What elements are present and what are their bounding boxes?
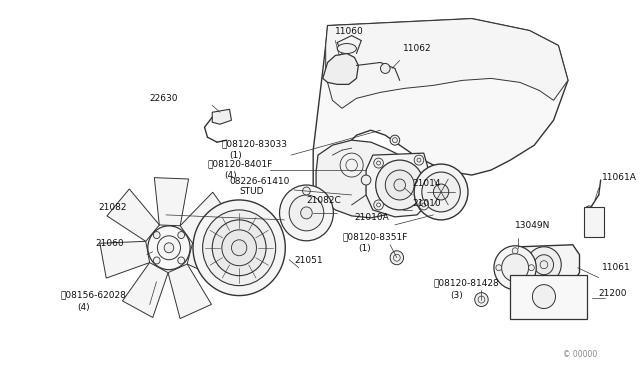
Text: 08226-61410: 08226-61410 (230, 177, 290, 186)
Circle shape (534, 255, 554, 275)
Circle shape (390, 135, 400, 145)
Circle shape (376, 160, 424, 210)
Text: 21060: 21060 (95, 239, 124, 248)
Text: 21051: 21051 (294, 256, 323, 265)
Circle shape (494, 246, 536, 290)
Text: 22630: 22630 (150, 94, 178, 103)
Circle shape (381, 64, 390, 73)
Text: 21014: 21014 (412, 179, 441, 188)
Polygon shape (100, 241, 150, 278)
Circle shape (394, 179, 406, 191)
Text: Ⓑ08120-8351F: Ⓑ08120-8351F (342, 233, 408, 242)
Circle shape (301, 207, 312, 219)
Text: 11061: 11061 (602, 263, 630, 272)
Text: (4): (4) (224, 171, 236, 180)
Ellipse shape (337, 44, 356, 54)
Circle shape (361, 175, 371, 185)
Circle shape (414, 164, 468, 220)
Circle shape (193, 200, 285, 296)
Circle shape (303, 187, 310, 195)
Polygon shape (326, 19, 568, 108)
Polygon shape (180, 192, 233, 243)
Circle shape (222, 230, 257, 266)
Polygon shape (122, 263, 168, 318)
Text: Ⓑ08156-62028: Ⓑ08156-62028 (60, 291, 126, 299)
Circle shape (374, 200, 383, 210)
Polygon shape (366, 153, 431, 217)
Circle shape (280, 185, 333, 241)
Polygon shape (212, 109, 232, 124)
Text: 21200: 21200 (599, 289, 627, 298)
Text: (1): (1) (230, 151, 243, 160)
Circle shape (164, 243, 174, 253)
Circle shape (414, 155, 424, 165)
Circle shape (512, 282, 518, 288)
Text: 11060: 11060 (335, 26, 364, 36)
Circle shape (157, 236, 180, 260)
Text: © 00000: © 00000 (563, 350, 597, 359)
Text: 11061A: 11061A (602, 173, 637, 182)
Circle shape (419, 200, 429, 210)
Text: 21082C: 21082C (307, 196, 341, 205)
Polygon shape (168, 264, 211, 318)
Circle shape (289, 195, 324, 231)
Polygon shape (154, 178, 189, 226)
Circle shape (532, 285, 556, 308)
Circle shape (586, 206, 593, 214)
Polygon shape (323, 54, 358, 84)
Circle shape (529, 265, 534, 271)
Text: (4): (4) (77, 302, 90, 311)
Text: (1): (1) (358, 244, 371, 253)
Circle shape (178, 232, 184, 238)
Circle shape (154, 257, 160, 264)
Text: 21082: 21082 (99, 203, 127, 212)
Circle shape (203, 210, 276, 286)
Bar (584, 207, 604, 237)
Circle shape (390, 251, 404, 265)
Polygon shape (107, 189, 159, 241)
Circle shape (232, 240, 247, 256)
Text: Ⓑ08120-83033: Ⓑ08120-83033 (222, 139, 288, 148)
Text: Ⓑ08120-81428: Ⓑ08120-81428 (433, 279, 499, 288)
Circle shape (385, 170, 414, 200)
Text: 21010A: 21010A (355, 213, 389, 222)
Circle shape (502, 254, 529, 282)
Circle shape (212, 220, 266, 276)
Text: (3): (3) (451, 291, 463, 299)
Circle shape (148, 226, 190, 270)
Circle shape (475, 293, 488, 307)
Text: 11062: 11062 (403, 44, 431, 52)
Polygon shape (187, 243, 238, 283)
Circle shape (178, 257, 184, 264)
Circle shape (154, 232, 160, 238)
Circle shape (422, 172, 460, 212)
Circle shape (527, 247, 561, 283)
Polygon shape (316, 140, 412, 218)
Text: 13049N: 13049N (515, 221, 550, 230)
Circle shape (512, 248, 518, 254)
Text: Ⓑ08120-8401F: Ⓑ08120-8401F (207, 159, 273, 168)
Circle shape (496, 265, 502, 271)
Circle shape (374, 158, 383, 168)
Text: 21010: 21010 (412, 199, 441, 208)
Polygon shape (512, 245, 579, 286)
Polygon shape (313, 19, 568, 210)
Bar (510, 275, 588, 320)
Circle shape (433, 184, 449, 200)
Text: STUD: STUD (239, 187, 264, 196)
